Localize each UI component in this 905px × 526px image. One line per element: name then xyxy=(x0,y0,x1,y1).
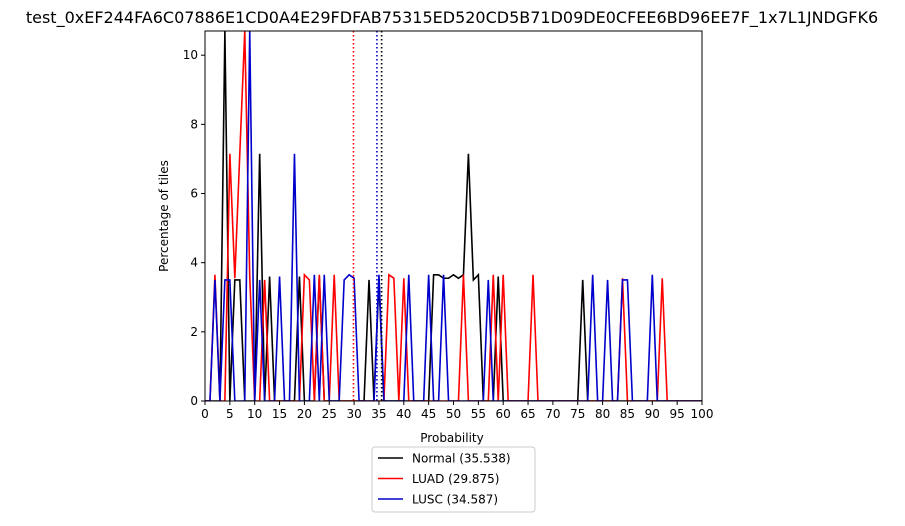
x-tick-label: 55 xyxy=(471,407,486,421)
y-tick-label: 2 xyxy=(190,325,198,339)
y-axis-label: Percentage of tiles xyxy=(157,160,171,272)
x-tick-label: 10 xyxy=(247,407,262,421)
x-tick-label: 80 xyxy=(595,407,610,421)
x-tick-label: 20 xyxy=(297,407,312,421)
legend: Normal (35.538) LUAD (29.875) LUSC (34.587… xyxy=(371,446,536,513)
x-tick-label: 95 xyxy=(670,407,685,421)
x-tick-label: 50 xyxy=(446,407,461,421)
y-tick-label: 6 xyxy=(190,187,198,201)
axes-frame xyxy=(204,30,703,402)
x-tick-label: 35 xyxy=(371,407,386,421)
x-tick-label: 30 xyxy=(346,407,361,421)
legend-box xyxy=(371,446,536,513)
x-tick-label: 45 xyxy=(421,407,436,421)
x-tick-label: 60 xyxy=(496,407,511,421)
y-tick-label: 8 xyxy=(190,117,198,131)
x-tick-label: 0 xyxy=(201,407,209,421)
x-tick-label: 40 xyxy=(396,407,411,421)
x-tick-label: 5 xyxy=(226,407,234,421)
series-line-2 xyxy=(205,31,702,401)
plot-area: 0 5 10 15 20 25 30 35 40 45 50 55 60 65 70 75 80 85 90 95 10… xyxy=(183,30,714,421)
legend-label-2: LUSC (34.587) xyxy=(412,493,498,507)
x-tick-label: 85 xyxy=(620,407,635,421)
legend-label-1: LUAD (29.875) xyxy=(412,472,500,486)
y-tick-label: 4 xyxy=(190,256,198,270)
x-tick-label: 100 xyxy=(691,407,714,421)
x-tick-label: 70 xyxy=(545,407,560,421)
x-tick-label: 65 xyxy=(520,407,535,421)
y-tick-label: 10 xyxy=(183,48,198,62)
series-line-0 xyxy=(205,31,702,401)
x-tick-label: 25 xyxy=(322,407,337,421)
x-tick-label: 75 xyxy=(570,407,585,421)
series-line-1 xyxy=(205,31,702,401)
legend-label-0: Normal (35.538) xyxy=(412,452,511,466)
x-tick-label: 15 xyxy=(272,407,287,421)
chart-title: test_0xEF244FA6C07886E1CD0A4E29FDFAB7531… xyxy=(26,8,878,28)
y-tick-label: 0 xyxy=(190,394,198,408)
x-tick-label: 90 xyxy=(645,407,660,421)
x-axis-label: Probability xyxy=(420,431,483,445)
